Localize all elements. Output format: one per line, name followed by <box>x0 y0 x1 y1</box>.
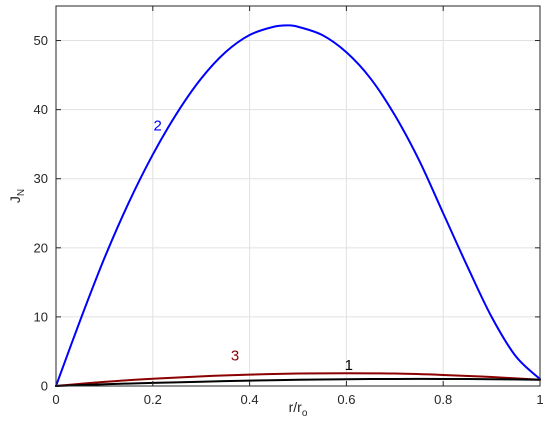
grid-layer <box>55 6 541 387</box>
series-label-2: 2 <box>153 117 161 134</box>
x-tick-label: 0.2 <box>144 392 162 407</box>
series-line-2 <box>55 24 541 387</box>
x-tick-label: 0.4 <box>241 392 259 407</box>
x-tick-label: 0.8 <box>434 392 452 407</box>
series-line-1 <box>55 377 541 387</box>
y-tick-label: 0 <box>41 379 48 394</box>
x-axis-label-sub: o <box>302 408 308 419</box>
series-layer <box>55 24 541 387</box>
x-tick-label: 0 <box>52 392 59 407</box>
series-line-3 <box>55 372 541 387</box>
y-axis-label: JN <box>7 189 27 203</box>
series-label-1: 1 <box>345 357 353 374</box>
y-axis-label-sub: N <box>16 189 27 196</box>
x-tick-label: 0.6 <box>337 392 355 407</box>
plot-area <box>56 6 540 386</box>
y-tick-label: 50 <box>34 33 48 48</box>
y-tick-label: 30 <box>34 171 48 186</box>
y-tick-label: 40 <box>34 102 48 117</box>
y-tick-label: 10 <box>34 309 48 324</box>
series-label-3: 3 <box>231 347 239 364</box>
y-axis-label-main: J <box>7 196 23 203</box>
x-tick-label: 1 <box>536 392 543 407</box>
y-tick-label: 20 <box>34 240 48 255</box>
label-layer: 2 3 1 <box>153 117 353 374</box>
plot-frame <box>55 5 541 387</box>
x-axis-label: r/ro <box>289 399 308 419</box>
x-axis-label-main: r/r <box>289 399 303 415</box>
